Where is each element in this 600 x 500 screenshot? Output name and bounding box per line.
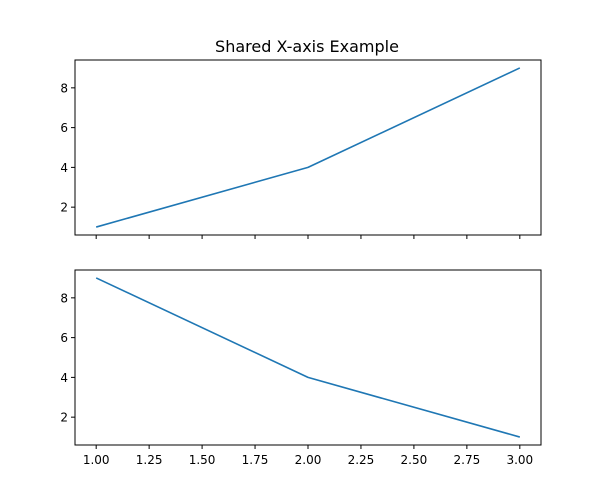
subplot-bottom: 2 4 6 8 1.00 1.25 1.50 1.75 2.00 2.25 2.50 2.75 3.00	[60, 269, 542, 467]
ytick-label-top: 4	[60, 161, 68, 175]
chart-title: Shared X-axis Example	[215, 37, 399, 56]
ytick-label-bottom: 4	[60, 371, 68, 385]
ytick-label-bottom: 6	[60, 331, 68, 345]
ytick-label-top: 6	[60, 121, 68, 135]
series-line-bottom	[95, 277, 521, 438]
ytick-label-bottom: 8	[60, 291, 68, 305]
xtick-label: 2.50	[401, 453, 428, 467]
ytick-label-top: 2	[60, 201, 68, 215]
xtick-label: 1.75	[242, 453, 269, 467]
xtick-label: 1.50	[189, 453, 216, 467]
xtick-label: 2.25	[348, 453, 375, 467]
xtick-label: 3.00	[506, 453, 533, 467]
subplot-top: 2 4 6 8	[60, 59, 542, 239]
ytick-label-bottom: 2	[60, 411, 68, 425]
ytick-label-top: 8	[60, 81, 68, 95]
xtick-label: 2.75	[454, 453, 481, 467]
xtick-label: 1.25	[136, 453, 163, 467]
xtick-label: 1.00	[83, 453, 110, 467]
xtick-label: 2.00	[295, 453, 322, 467]
series-line-top	[95, 67, 521, 228]
